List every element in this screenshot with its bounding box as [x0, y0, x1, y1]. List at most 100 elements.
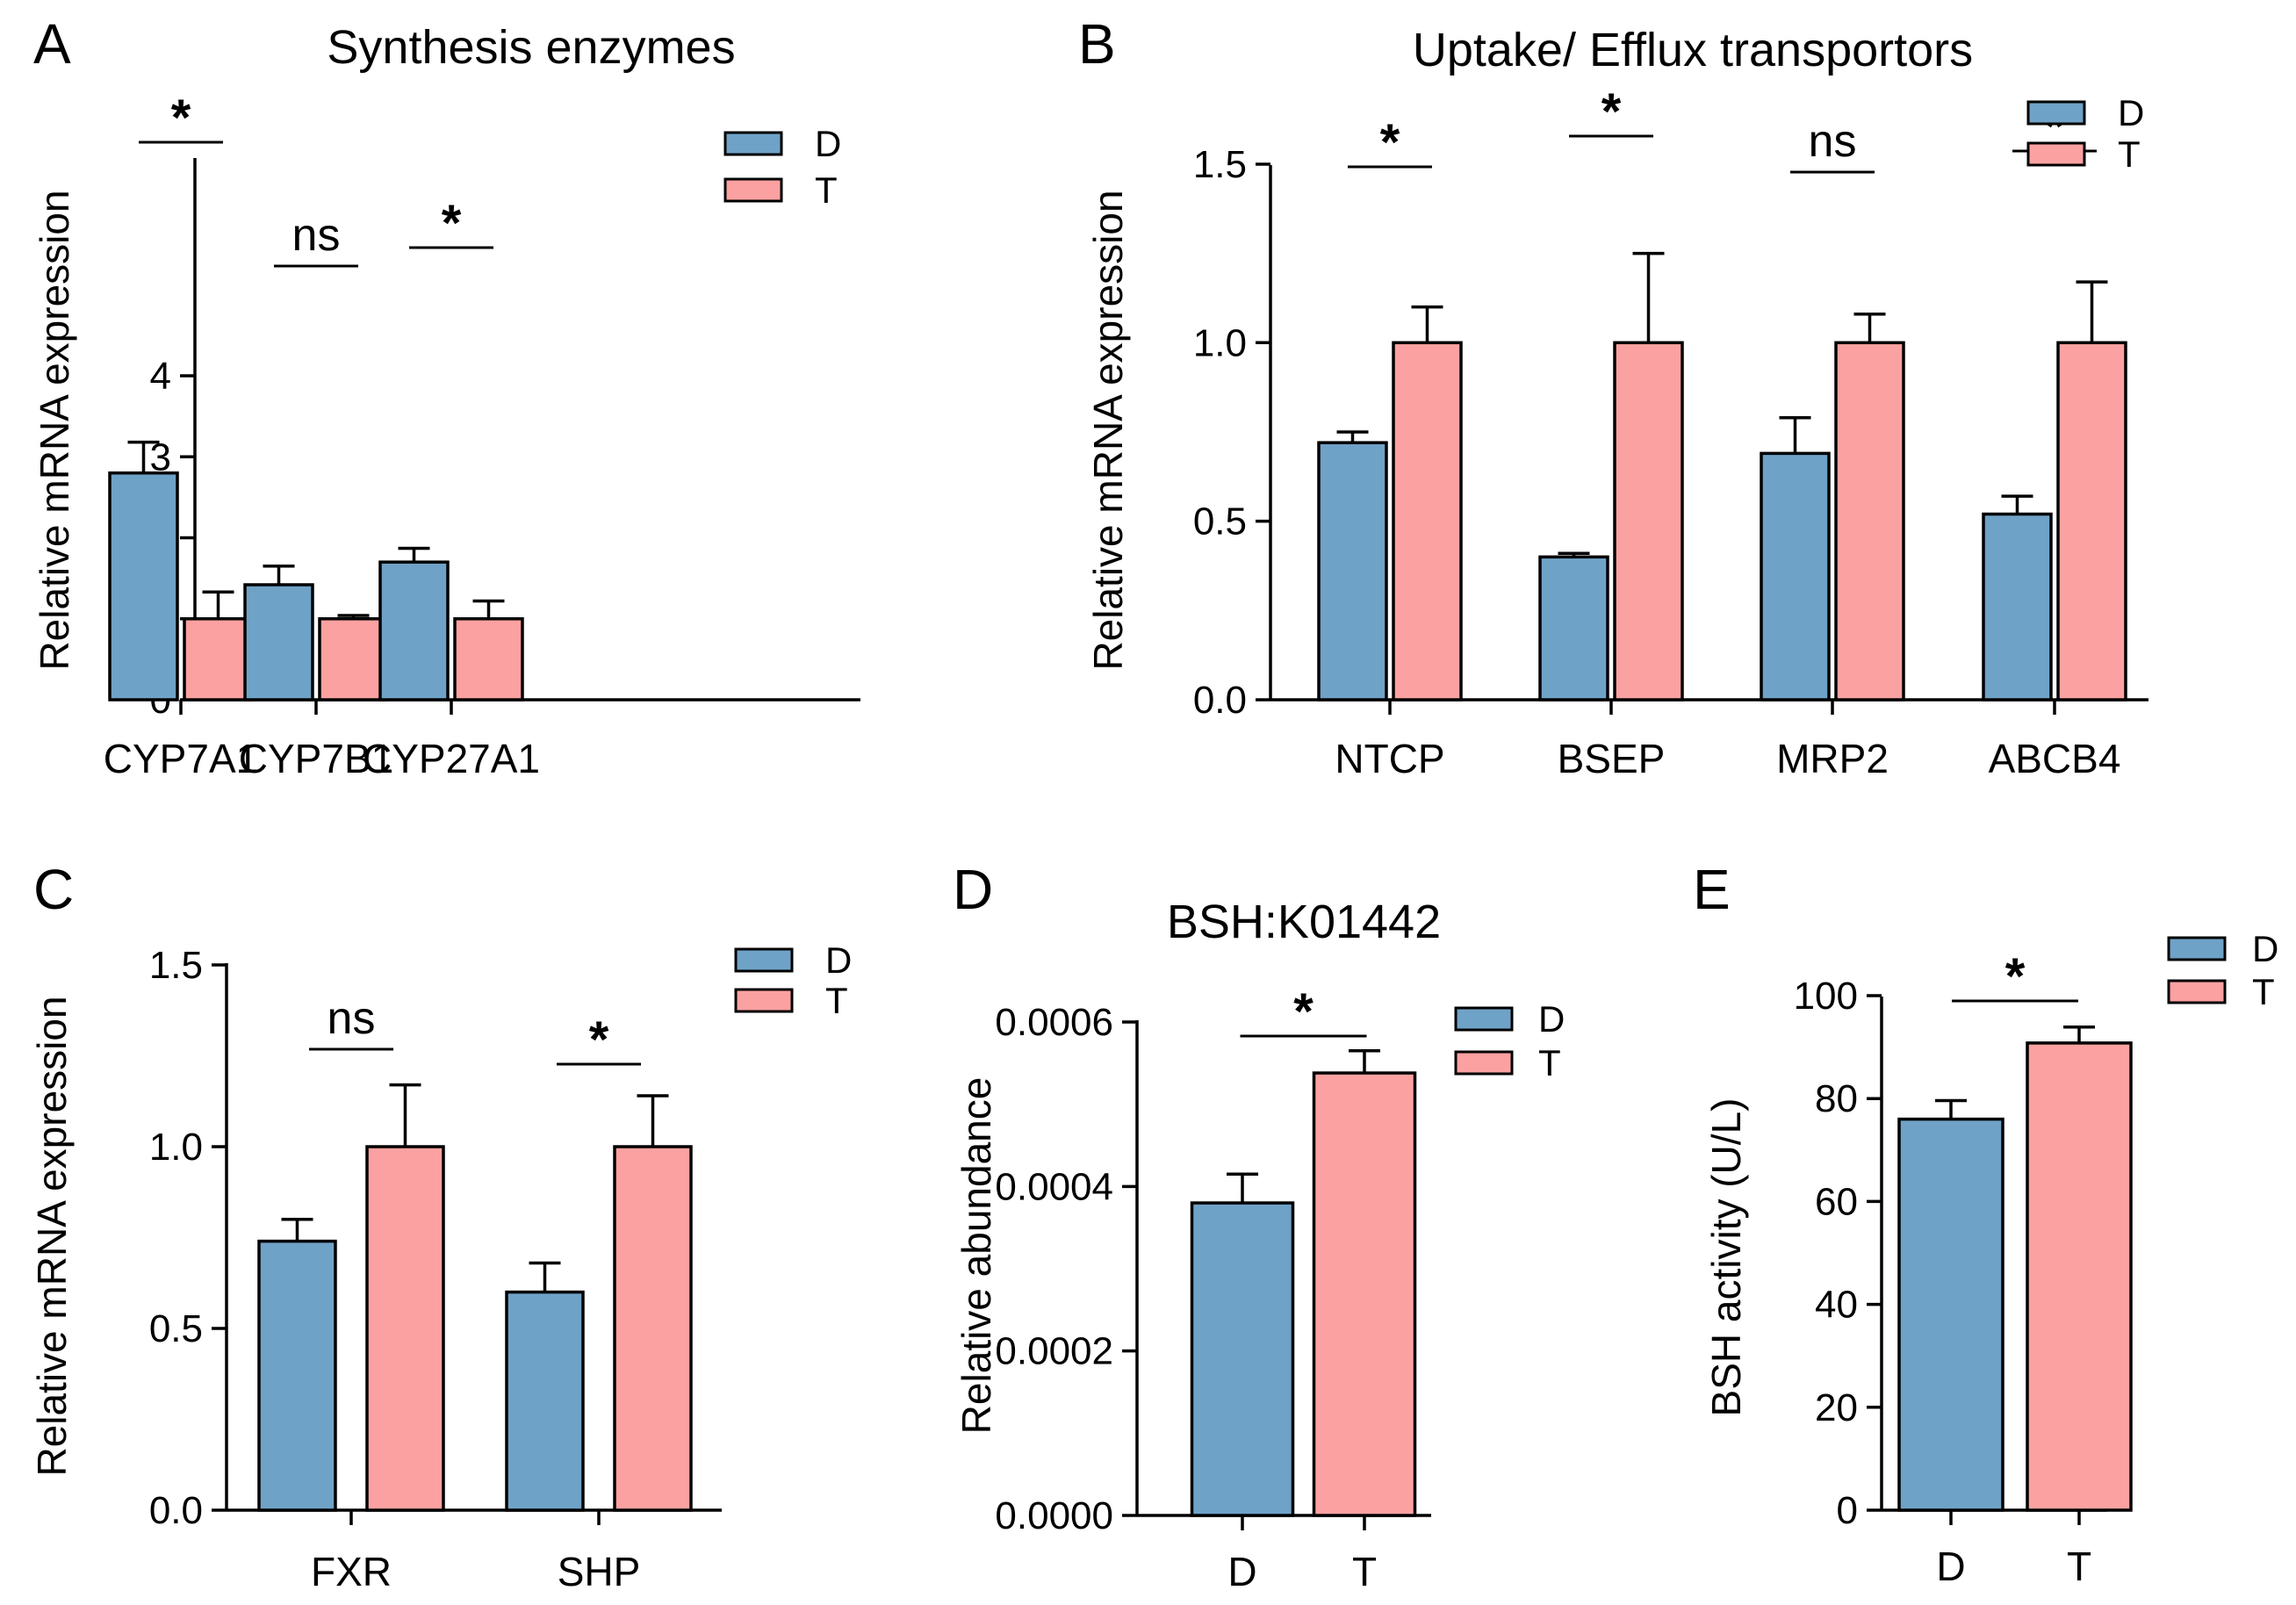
panel-e-y-tick-label: 100 — [1794, 975, 1858, 1018]
panel-d-y-tick-label: 0.0004 — [995, 1165, 1113, 1208]
panel-e-y-tick-label: 0 — [1837, 1489, 1858, 1532]
panel-c-y-tick-label: 0.0 — [149, 1489, 203, 1532]
panel-b: B Uptake/ Efflux transportors Relative m… — [1078, 12, 2148, 781]
panel-e-bar-t — [2026, 1041, 2133, 1512]
panel-b-bar-d — [1760, 451, 1831, 702]
panel-b-category-label: NTCP — [1335, 736, 1444, 781]
panel-c-legend-swatch-d — [734, 947, 794, 973]
panel-b-legend-label-t: T — [2118, 133, 2141, 175]
panel-e-category-label: D — [1936, 1544, 1965, 1589]
panel-label-e: E — [1693, 858, 1731, 921]
panel-a-bar-d — [378, 560, 450, 702]
panel-label-b: B — [1078, 12, 1116, 76]
panel-e-category-label: T — [2067, 1544, 2091, 1589]
panel-c-category-label: FXR — [311, 1549, 392, 1594]
panel-label-c: C — [33, 858, 74, 921]
panel-a-legend-label-d: D — [815, 123, 841, 164]
panel-c-y-axis-label: Relative mRNA expression — [29, 996, 75, 1476]
panel-b-significance-label: * — [1380, 114, 1400, 171]
panel-b-category-label: MRP2 — [1776, 736, 1889, 781]
panel-b-title: Uptake/ Efflux transportors — [1413, 24, 1973, 76]
panel-b-bar-t — [1834, 341, 1905, 702]
panel-c-y-tick-label: 1.5 — [149, 944, 203, 987]
panel-c-plot: 0.0 0.5 1.0 1.5 FXR ns SHP * — [149, 944, 693, 1594]
panel-c-bar-d — [505, 1290, 585, 1512]
panel-c-legend-label-t: T — [825, 980, 848, 1021]
panel-c-y-tick-label: 1.0 — [149, 1126, 203, 1169]
panel-c-bar-t — [365, 1145, 445, 1512]
panel-a-significance-label: ns — [292, 210, 341, 261]
panel-e-y-tick-label: 60 — [1815, 1180, 1858, 1223]
panel-d-category-label: D — [1227, 1549, 1256, 1594]
panel-c-legend-label-d: D — [825, 939, 852, 981]
panel-a-title: Synthesis enzymes — [327, 21, 735, 74]
panel-e-legend-swatch-t — [2167, 979, 2227, 1004]
panel-e-plot: 0 20 40 60 80 100 D T * — [1794, 948, 2133, 1589]
panel-b-bar-t — [2056, 341, 2127, 702]
panel-a-category-label: CYP27A1 — [363, 736, 540, 781]
panel-a-legend-swatch-d — [723, 131, 783, 156]
panel-d-category-label: T — [1352, 1549, 1377, 1594]
panel-d-legend-label-t: T — [1538, 1042, 1561, 1083]
panel-c-legend-swatch-t — [734, 988, 794, 1013]
panel-a-significance-label: * — [442, 195, 462, 252]
panel-a: A Synthesis enzymes Relative mRNA expres… — [32, 12, 860, 781]
panel-b-y-tick-label: 0.0 — [1193, 679, 1247, 722]
panel-d-significance-label: * — [1293, 983, 1314, 1040]
panel-b-significance-label: ns — [1809, 116, 1857, 167]
panel-d-title: BSH:K01442 — [1167, 896, 1441, 948]
panel-b-bar-t — [1392, 341, 1463, 702]
panel-b-legend-swatch-d — [2026, 100, 2086, 126]
panel-a-category-label: CYP7B1 — [239, 736, 393, 781]
panel-b-bar-t — [1613, 341, 1684, 702]
panel-c-bar-t — [613, 1145, 693, 1512]
panel-b-bar-d — [1538, 555, 1609, 702]
panel-b-bar-d — [1317, 441, 1388, 702]
panel-a-bar-t — [453, 617, 524, 702]
panel-c-bar-d — [257, 1239, 337, 1512]
panel-a-legend-swatch-t — [723, 177, 783, 203]
panel-a-bar-d — [108, 471, 179, 702]
panel-b-y-tick-label: 1.5 — [1193, 143, 1247, 186]
panel-c-significance-label: * — [589, 1011, 609, 1069]
panel-d-legend-swatch-t — [1454, 1050, 1514, 1076]
panel-c-category-label: SHP — [558, 1549, 641, 1594]
panel-a-significance-label: * — [171, 90, 191, 147]
panel-b-y-tick-label: 0.5 — [1193, 500, 1247, 543]
panel-b-y-axis-label: Relative mRNA expression — [1085, 190, 1131, 670]
panel-e-y-tick-label: 40 — [1815, 1284, 1858, 1327]
panel-e-significance-label: * — [2005, 948, 2026, 1005]
panel-b-legend-label-d: D — [2118, 92, 2144, 133]
panel-d-bar-t — [1312, 1071, 1417, 1517]
panel-c-y-tick-label: 0.5 — [149, 1307, 203, 1350]
panel-c-significance-label: ns — [327, 993, 376, 1044]
panel-d-legend-label-d: D — [1538, 998, 1565, 1040]
panel-e-y-tick-label: 80 — [1815, 1077, 1858, 1120]
panel-b-category-label: ABCB4 — [1989, 736, 2121, 781]
panel-e-legend-label-d: D — [2252, 928, 2278, 969]
panel-a-bar-t — [183, 617, 254, 702]
panel-b-category-label: BSEP — [1558, 736, 1666, 781]
panel-d-y-tick-label: 0.0002 — [995, 1330, 1113, 1373]
panel-e-y-axis-label: BSH activity (U/L) — [1703, 1098, 1749, 1417]
panel-d-y-tick-label: 0.0006 — [995, 1001, 1113, 1044]
panel-d-y-tick-label: 0.0000 — [995, 1494, 1113, 1537]
panel-label-a: A — [33, 12, 71, 76]
panel-b-bar-d — [1982, 512, 2053, 702]
panel-d-plot: 0.0000 0.0002 0.0004 0.0006 D T * — [995, 983, 1417, 1594]
panel-b-y-tick-label: 1.0 — [1193, 321, 1247, 364]
panel-b-legend-swatch-t — [2026, 141, 2086, 167]
panel-a-category-label: CYP7A1 — [104, 736, 258, 781]
panel-a-bar-t — [318, 617, 389, 702]
panel-e-y-tick-label: 20 — [1815, 1386, 1858, 1429]
panel-e-bar-d — [1897, 1117, 2005, 1512]
panel-d-legend-swatch-d — [1454, 1006, 1514, 1032]
panel-e-legend-swatch-d — [2167, 936, 2227, 961]
panel-c: C Relative mRNA expression 0.0 0.5 1.0 1.5 F… — [29, 858, 852, 1594]
panel-e-legend-label-t: T — [2252, 971, 2275, 1012]
panel-label-d: D — [953, 858, 993, 921]
